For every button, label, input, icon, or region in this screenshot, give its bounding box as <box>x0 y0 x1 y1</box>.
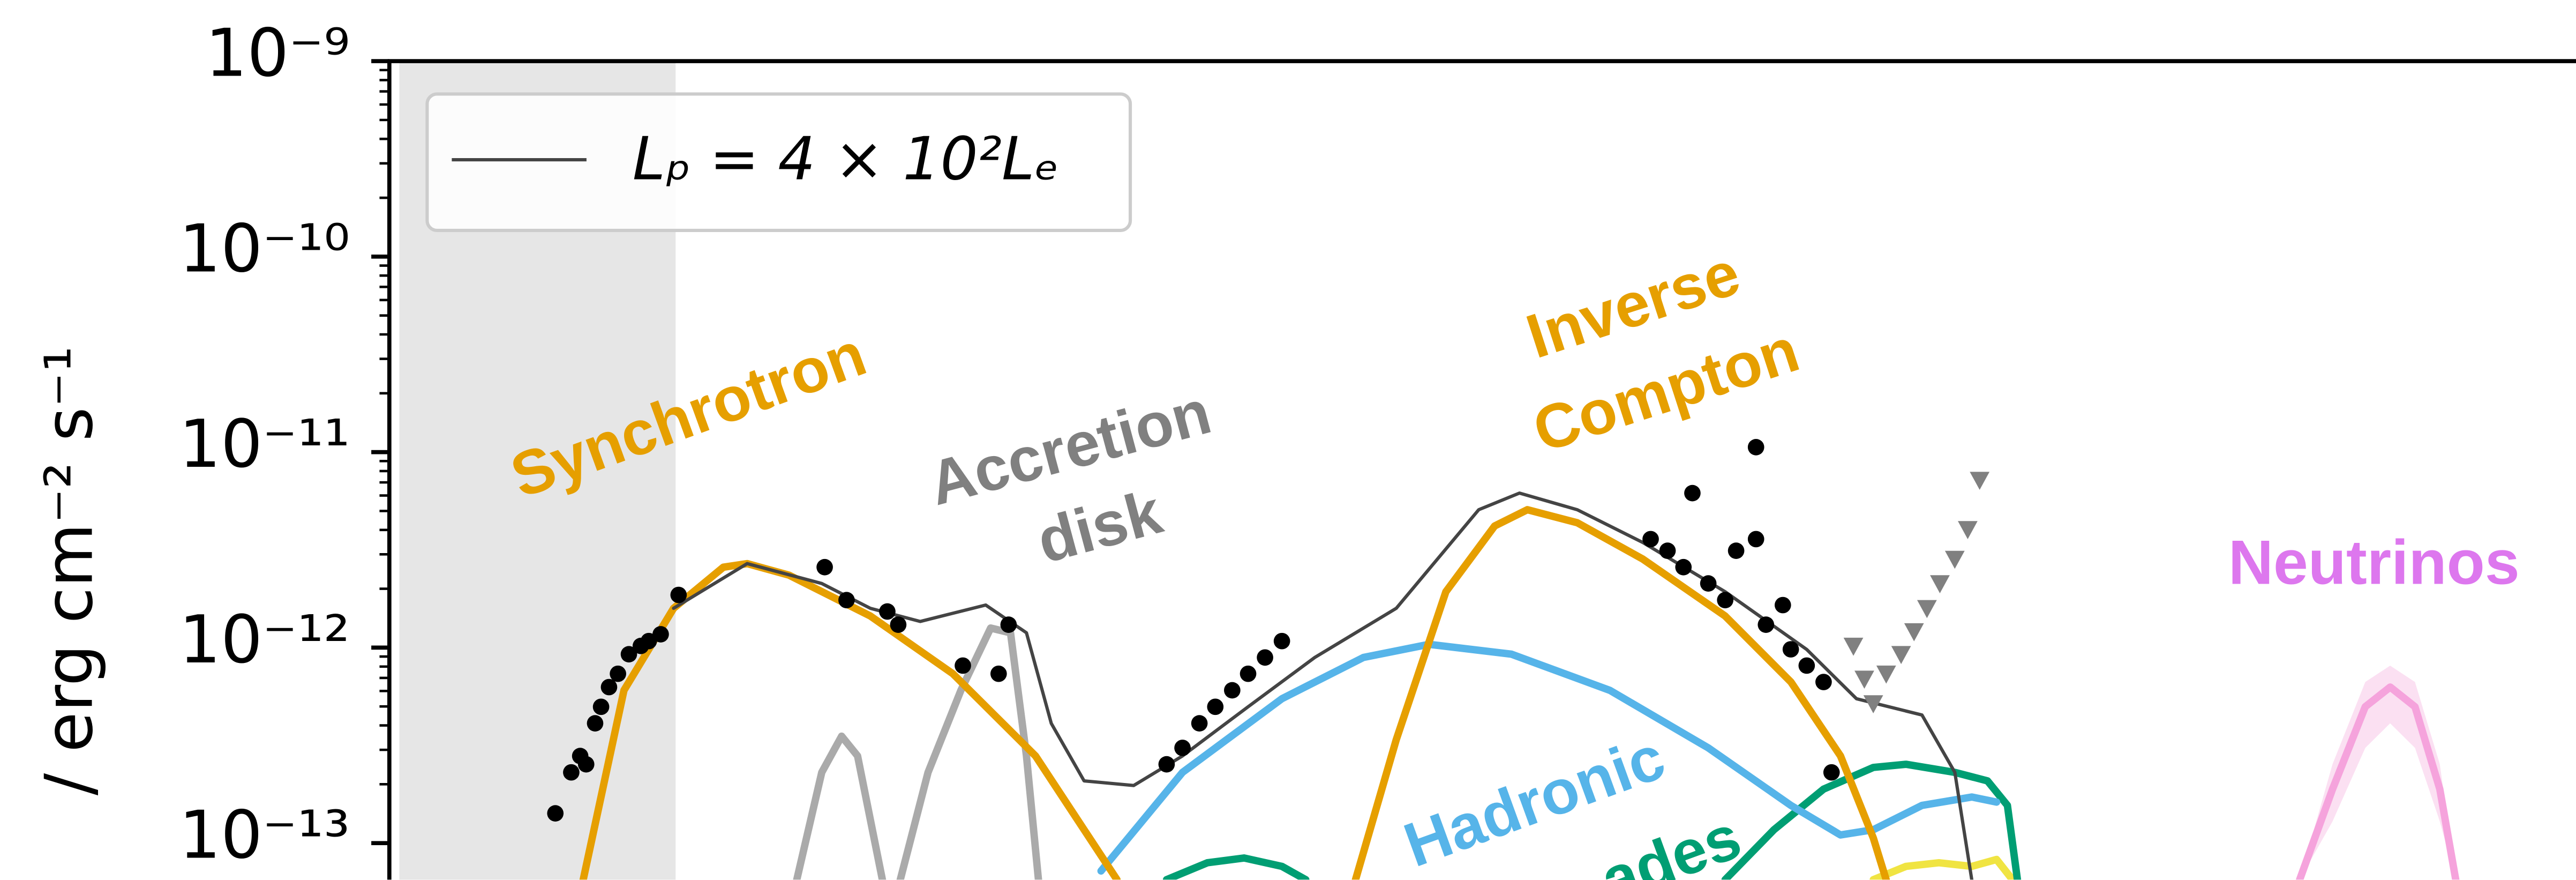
data-point <box>879 603 896 620</box>
data-point <box>1659 542 1676 559</box>
data-point <box>610 665 626 682</box>
upper-limit <box>1876 665 1896 684</box>
data-point <box>1774 596 1791 614</box>
upper-limit <box>1854 670 1874 689</box>
annotations: Synchrotron AccretiondiskInverseComptonHa… <box>502 237 2520 880</box>
data-point <box>1700 575 1717 592</box>
data-point <box>1747 439 1764 456</box>
upper-limit <box>1891 646 1911 665</box>
data-point <box>652 626 669 643</box>
data-point <box>587 715 604 732</box>
data-point <box>890 616 907 633</box>
data-point <box>1758 616 1775 633</box>
series-line <box>1097 640 2001 875</box>
series-line <box>2296 683 2460 880</box>
data-point <box>1675 558 1692 576</box>
data-point <box>1798 657 1815 674</box>
data-point <box>620 646 637 663</box>
data-point <box>1257 649 1273 666</box>
legend: Lₚ = 4 × 10²Lₑ <box>425 92 1132 233</box>
y-tick-label: 10⁻¹⁰ <box>179 210 350 287</box>
upper-limit <box>1944 550 1965 569</box>
data-point <box>955 657 971 674</box>
data-point <box>1158 756 1175 773</box>
series-line <box>1162 760 2022 880</box>
annotation: ades <box>1592 801 1749 880</box>
data-point <box>1642 531 1659 548</box>
y-tick-label: 10⁻⁹ <box>205 15 350 92</box>
y-tick-label: 10⁻¹³ <box>179 797 350 874</box>
series-line <box>1351 506 1890 880</box>
series-line <box>1869 855 2016 880</box>
data-point <box>1728 542 1745 559</box>
data-point <box>1191 715 1208 732</box>
upper-limit <box>1958 521 1978 539</box>
annotation: Neutrinos <box>2228 527 2520 597</box>
data-point <box>547 805 564 822</box>
data-point <box>592 698 610 715</box>
data-point <box>670 586 687 603</box>
y-axis-label: / erg cm⁻² s⁻¹ <box>31 346 108 796</box>
legend-box <box>425 92 1132 233</box>
data-point <box>563 764 580 781</box>
data-point <box>1684 484 1701 502</box>
upper-limit <box>1863 695 1883 713</box>
series-line <box>672 491 1974 880</box>
data-point <box>600 678 618 696</box>
data-point <box>1717 592 1734 609</box>
upper-limit <box>1930 575 1950 594</box>
legend-label: Lₚ = 4 × 10²Lₑ <box>633 125 1060 193</box>
upper-limit <box>1917 600 1937 618</box>
data-point <box>640 632 657 650</box>
data-point <box>1815 674 1832 690</box>
data-point <box>838 592 855 609</box>
data-point <box>1207 698 1224 715</box>
data-point <box>1823 764 1840 781</box>
plot-area <box>547 439 2460 880</box>
data-point <box>1273 632 1290 650</box>
data-point <box>1782 641 1799 658</box>
data-point <box>577 756 595 773</box>
data-point <box>1747 531 1764 548</box>
annotation: disk <box>1030 476 1169 576</box>
data-point <box>1224 682 1241 699</box>
data-point <box>990 665 1007 682</box>
upper-limit <box>1970 472 1990 490</box>
data-point <box>1240 665 1257 682</box>
data-point <box>1000 616 1017 633</box>
y-tick-label: 10⁻¹² <box>179 601 350 678</box>
data-point <box>816 558 833 576</box>
axes <box>371 59 2576 880</box>
upper-limit <box>1843 637 1864 656</box>
y-tick-label: 10⁻¹¹ <box>179 406 350 482</box>
upper-limit <box>1904 623 1924 642</box>
data-point <box>1174 740 1191 756</box>
series-line <box>793 624 1042 880</box>
